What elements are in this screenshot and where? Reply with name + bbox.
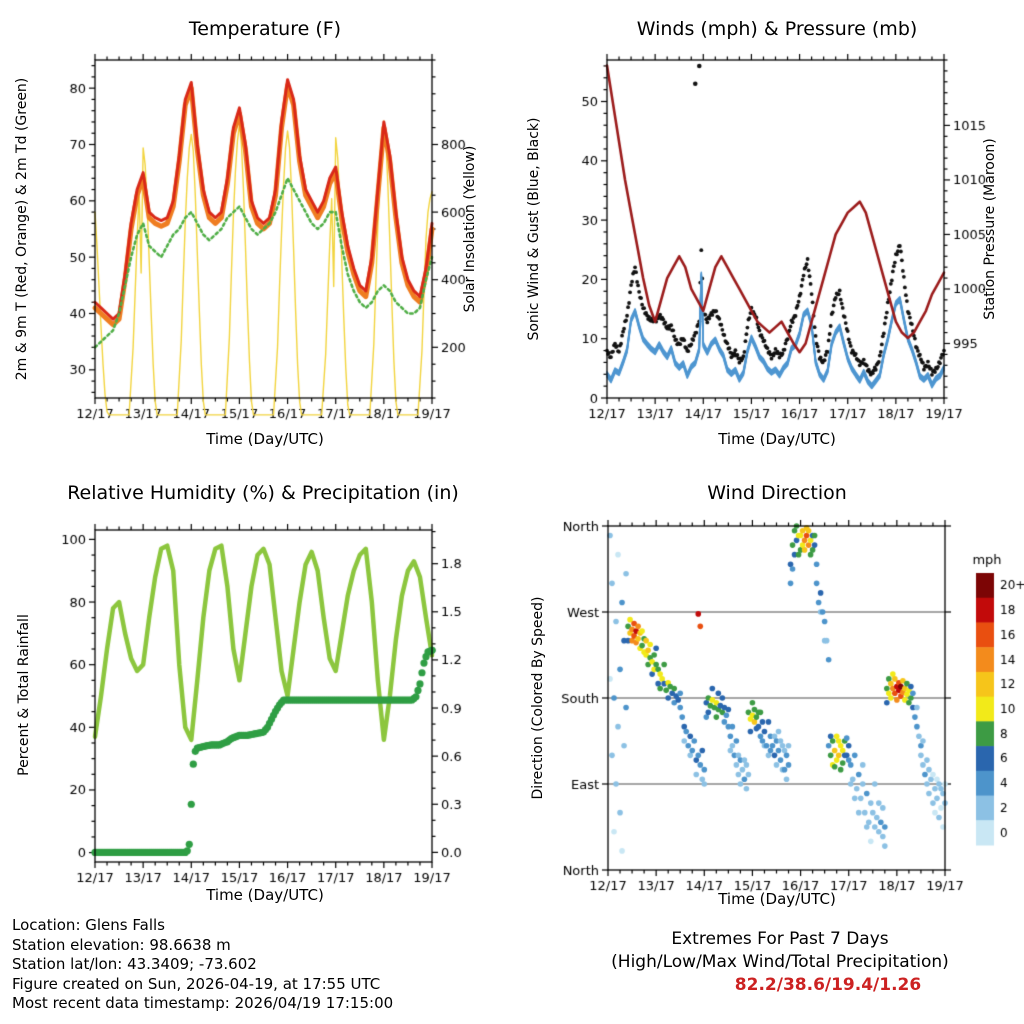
humidity-precip-plot-canvas: [0, 478, 512, 912]
most-recent-data-timestamp: Most recent data timestamp: 2026/04/19 1…: [12, 994, 394, 1012]
pressure-ylabel-right: Station Pressure (Maroon): [982, 138, 998, 320]
station-elevation: Station elevation: 98.6638 m: [12, 935, 231, 954]
station-info: Location: Glens Falls Station elevation:…: [12, 916, 393, 1014]
temperature-xlabel: Time (Day/UTC): [206, 430, 324, 448]
humidity-ylabel-left: Percent & Total Rainfall: [16, 614, 32, 776]
wind-ylabel-left: Sonic Wind & Gust (Blue, Black): [526, 117, 542, 341]
wind-pressure-plot-canvas: [512, 0, 1024, 470]
extremes-title: Extremes For Past 7 Days: [671, 929, 889, 949]
temperature-chart: Temperature (F) 2m & 9m T (Red, Orange) …: [0, 0, 512, 478]
wind-direction-plot-canvas: [512, 478, 1024, 914]
humidity-precip-xlabel: Time (Day/UTC): [206, 886, 324, 904]
extremes-summary: Extremes For Past 7 Days (High/Low/Max W…: [560, 928, 1000, 997]
direction-ylabel-left: Direction (Colored By Speed): [530, 596, 546, 800]
wind-pressure-chart: Winds (mph) & Pressure (mb) Sonic Wind &…: [512, 0, 1024, 478]
wind-direction-chart: Wind Direction Direction (Colored By Spe…: [512, 478, 1024, 914]
temperature-chart-title: Temperature (F): [188, 18, 342, 40]
station-location: Location: Glens Falls: [12, 916, 165, 934]
temperature-plot-canvas: [0, 0, 512, 470]
station-latlon: Station lat/lon: 43.3409; -73.602: [12, 955, 257, 973]
temperature-ylabel-right: Solar Insolation (Yellow): [462, 145, 478, 313]
wind-direction-xlabel: Time (Day/UTC): [718, 890, 836, 908]
extremes-values: 82.2/38.6/19.4/1.26: [734, 975, 922, 995]
wind-pressure-xlabel: Time (Day/UTC): [718, 430, 836, 448]
wind-pressure-chart-title: Winds (mph) & Pressure (mb): [636, 18, 918, 40]
humidity-precip-chart: Relative Humidity (%) & Precipitation (i…: [0, 478, 512, 914]
figure-created-timestamp: Figure created on Sun, 2026-04-19, at 17…: [12, 974, 381, 993]
wind-direction-chart-title: Wind Direction: [707, 482, 847, 504]
extremes-subtitle: (High/Low/Max Wind/Total Precipitation): [611, 952, 949, 972]
temperature-ylabel-left: 2m & 9m T (Red, Orange) & 2m Td (Green): [14, 77, 30, 381]
humidity-precip-chart-title: Relative Humidity (%) & Precipitation (i…: [67, 482, 459, 504]
